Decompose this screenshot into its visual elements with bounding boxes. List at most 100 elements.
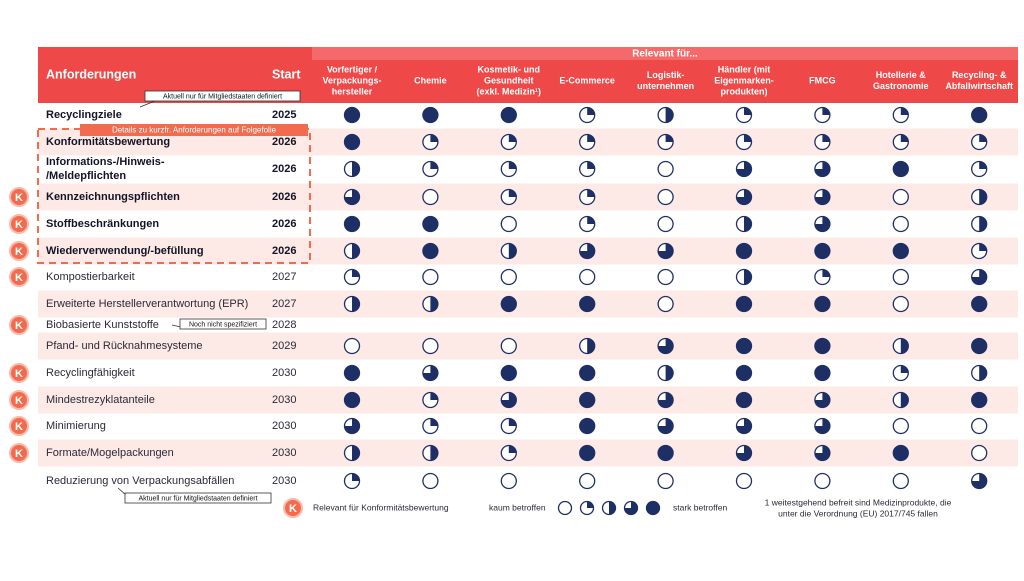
footnote: unter die Verordnung (EU) 2017/745 falle… [778,508,938,518]
harvey-ball-fill [587,216,595,224]
harvey-ball-fill [971,269,987,285]
column-header: hersteller [332,86,373,96]
harvey-ball-fill [609,501,616,515]
callout-text: Aktuell nur für Mitgliedstaaten definier… [163,93,282,100]
harvey-ball-fill [658,418,674,434]
start-year: 2030 [272,475,296,487]
harvey-ball-outline [892,295,909,313]
harvey-ball-outline [422,268,439,286]
harvey-ball-fill [501,365,517,381]
requirement-label: Kennzeichnungspflichten [46,191,180,203]
harvey-ball-fill [971,107,987,123]
column-header: Kosmetik- und [478,64,541,74]
harvey-ball-fill [587,501,594,508]
harvey-ball-fill [814,296,830,312]
harvey-ball-fill [814,365,830,381]
harvey-ball-fill [979,365,987,381]
harvey-ball-outline [579,472,596,490]
legend-high: stark betroffen [673,502,727,512]
requirement-label: /Meldepflichten [46,170,126,182]
harvey-ball-fill [579,392,595,408]
start-year: 2026 [272,218,296,230]
harvey-ball-fill [658,392,674,408]
k-badge [9,241,29,261]
requirement-label: Recyclingziele [46,109,122,121]
column-header: Eigenmarken- [714,75,774,85]
harvey-ball-outline [892,417,909,435]
harvey-ball-outline [422,188,439,206]
callout-text: Aktuell nur für Mitgliedstaaten definier… [138,495,257,502]
harvey-ball-fill [744,134,752,142]
harvey-ball-fill [422,216,438,232]
harvey-ball-fill [508,243,517,259]
column-header: Gesundheit [484,75,534,85]
harvey-ball-fill [422,107,438,123]
k-badge-label: K [15,246,23,258]
harvey-ball-fill [352,269,360,277]
harvey-ball-fill [814,189,830,205]
harvey-ball-fill [344,216,360,232]
harvey-ball-outline [579,268,596,286]
harvey-ball-fill [665,107,674,123]
harvey-ball-fill [430,161,438,169]
harvey-ball-outline [814,472,831,490]
harvey-ball-outline [971,417,988,435]
harvey-ball-fill [579,243,595,259]
k-badge [9,416,29,436]
harvey-ball-outline [657,215,674,233]
callout-text: Noch nicht spezifiziert [189,321,257,328]
legend-low: kaum betroffen [489,502,546,512]
harvey-ball-fill [736,243,752,259]
harvey-ball-fill [814,243,830,259]
row-background [38,332,1018,360]
harvey-ball-fill [344,418,360,434]
harvey-ball-fill [893,161,909,177]
harvey-ball-fill [822,107,830,115]
requirement-label: Wiederverwendung/-befüllung [46,245,204,257]
harvey-ball-fill [352,445,360,461]
harvey-ball-outline [500,472,517,490]
harvey-ball-fill [658,338,674,354]
harvey-ball-fill [893,445,909,461]
start-year: 2029 [272,340,296,352]
harvey-ball-fill [352,243,360,259]
harvey-ball-fill [430,445,438,461]
k-badge-label: K [289,503,297,515]
start-year: 2025 [272,109,296,121]
start-year: 2026 [272,136,296,148]
harvey-ball-fill [822,134,830,142]
harvey-ball-fill [736,296,752,312]
harvey-ball-fill [979,243,987,251]
column-header: Hotellerie & [876,70,927,80]
callout-line [139,100,156,108]
harvey-ball-outline [657,295,674,313]
harvey-ball-outline [422,472,439,490]
harvey-ball-fill [587,134,595,142]
harvey-ball-fill [508,189,517,197]
harvey-ball-fill [624,501,638,515]
harvey-ball-fill [344,392,360,408]
column-header: Vorfertiger / [327,64,378,74]
harvey-ball-fill [658,243,674,259]
harvey-ball-fill [736,189,752,205]
requirement-label: Biobasierte Kunststoffe [46,319,159,331]
harvey-ball-fill [579,418,595,434]
requirement-label: Minimierung [46,420,106,432]
legend-k-text: Relevant für Konformitätsbewertung [313,502,449,512]
requirement-label: Pfand- und Rücknahmesysteme [46,340,203,352]
harvey-ball-outline [657,160,674,178]
row-background [38,237,1018,265]
k-badge-label: K [15,395,23,407]
harvey-ball-fill [422,243,438,259]
harvey-ball-fill [736,161,752,177]
harvey-ball-outline [422,337,439,355]
harvey-ball-fill [814,445,830,461]
start-year: 2026 [272,191,296,203]
column-header: Chemie [414,75,447,85]
row-background [38,290,1018,318]
k-badge [9,315,29,335]
harvey-ball-fill [814,216,830,232]
harvey-ball-fill [900,107,909,115]
harvey-ball-fill [508,134,517,142]
harvey-ball-fill [814,338,830,354]
